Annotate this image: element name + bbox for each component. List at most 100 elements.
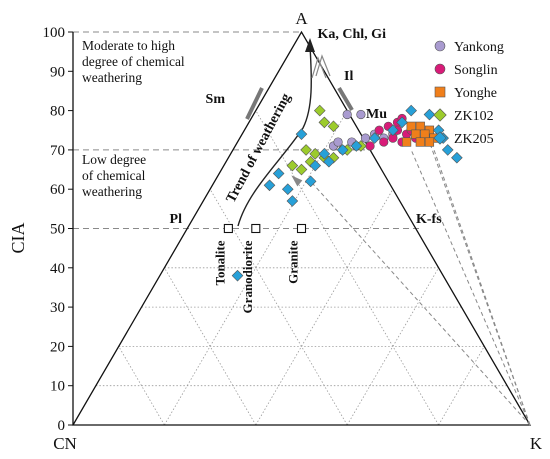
grid-line xyxy=(255,110,439,426)
grid-line xyxy=(164,267,257,426)
legend-label: Yonghe xyxy=(454,86,497,101)
data-point xyxy=(300,144,312,156)
data-point xyxy=(433,131,447,145)
data-point xyxy=(441,144,454,156)
data-point xyxy=(342,109,352,120)
data-point xyxy=(420,129,430,139)
grid-line xyxy=(438,346,485,426)
data-point xyxy=(433,108,447,122)
data-point xyxy=(231,269,244,282)
y-tick-label: 0 xyxy=(58,418,66,434)
data-point xyxy=(411,129,421,139)
rock-marker xyxy=(296,223,307,234)
sm-bar xyxy=(245,87,264,120)
vertex-mineral-label: Ka, Chl, Gi xyxy=(318,27,387,42)
data-point xyxy=(434,40,446,52)
data-point xyxy=(309,148,322,160)
data-point xyxy=(327,120,340,133)
tick-layer: 0 10 20 30 40 50 60 70 80 90 100 xyxy=(43,25,73,434)
zone-high-line-2: degree of chemical xyxy=(82,54,185,69)
data-point xyxy=(379,137,389,147)
data-point xyxy=(434,86,446,98)
data-point xyxy=(336,144,349,156)
data-point xyxy=(402,137,412,147)
data-point xyxy=(365,141,375,151)
data-point xyxy=(295,128,308,140)
y-tick-label: 20 xyxy=(50,339,65,355)
data-point xyxy=(424,137,435,147)
zone-low-line-3: weathering xyxy=(82,184,142,199)
zone-high-line-1: Moderate to high xyxy=(82,38,175,53)
data-point xyxy=(434,63,446,75)
data-point xyxy=(423,108,436,121)
trend-arrow xyxy=(237,45,312,227)
k-dashed-line xyxy=(410,149,531,426)
data-point xyxy=(451,151,463,164)
mineral-label-mu: Mu xyxy=(366,107,387,122)
y-tick-label: 60 xyxy=(50,182,65,198)
legend: Yankong Songlin Yonghe ZK102 ZK205 xyxy=(433,40,504,147)
k-dashed-arrow-head xyxy=(291,175,303,187)
k-dashed-line xyxy=(428,141,531,426)
data-point xyxy=(350,140,363,152)
legend-label: ZK205 xyxy=(454,132,494,147)
zone-low-line-2: of chemical xyxy=(82,168,146,183)
data-point xyxy=(405,104,417,117)
k-dashed-line xyxy=(310,181,531,426)
y-tick-label: 100 xyxy=(43,25,66,41)
point-layer xyxy=(231,104,463,282)
grid-line xyxy=(346,267,439,426)
data-point xyxy=(318,116,331,129)
data-point xyxy=(286,195,299,207)
ternary-triangle xyxy=(71,30,532,426)
data-point xyxy=(387,124,399,137)
data-point xyxy=(263,179,276,192)
il-mu-bar xyxy=(337,86,354,112)
grid-line xyxy=(164,110,348,426)
data-point xyxy=(304,175,317,188)
data-point xyxy=(333,137,343,147)
mineral-label-il: Il xyxy=(344,69,353,84)
data-point xyxy=(360,133,371,143)
mineral-label-sm: Sm xyxy=(206,92,226,107)
gray-arrow xyxy=(311,56,327,79)
data-point xyxy=(295,163,308,176)
legend-label: Songlin xyxy=(454,63,498,78)
y-axis-label: CIA xyxy=(8,223,28,254)
corner-label-left: CN xyxy=(53,434,77,453)
rock-layer: Tonalite Granodiorite Granite xyxy=(212,223,307,313)
legend-label: Yankong xyxy=(454,40,504,55)
overlay-layer xyxy=(237,38,531,426)
y-tick-label: 10 xyxy=(50,379,65,395)
rock-marker xyxy=(223,223,233,234)
data-point xyxy=(318,148,331,160)
data-point xyxy=(323,155,335,168)
zone-low-line-1: Low degree xyxy=(82,152,146,167)
corner-label-right: K xyxy=(530,434,543,453)
grid-line xyxy=(118,346,165,426)
rock-label: Granite xyxy=(286,240,301,284)
trend-arrow-head xyxy=(305,38,315,52)
legend-label: ZK102 xyxy=(454,109,494,124)
data-point xyxy=(281,183,294,195)
rock-label: Tonalite xyxy=(212,240,227,285)
rock-label: Granodiorite xyxy=(240,240,255,313)
y-tick-label: 30 xyxy=(50,300,65,316)
data-point xyxy=(368,132,381,144)
y-tick-label: 80 xyxy=(50,104,65,120)
mineral-label-kfs: K-fs xyxy=(416,212,442,227)
data-point xyxy=(309,159,322,172)
data-point xyxy=(415,121,425,131)
y-tick-label: 90 xyxy=(50,64,65,80)
data-point xyxy=(272,167,285,180)
gray-arrow xyxy=(315,54,331,77)
y-tick-label: 70 xyxy=(50,143,65,159)
y-tick-label: 40 xyxy=(50,261,65,277)
data-point xyxy=(415,137,425,147)
zone-high-line-3: weathering xyxy=(82,70,142,85)
data-point xyxy=(406,121,416,131)
data-point xyxy=(356,109,366,120)
rock-marker xyxy=(251,223,261,234)
y-tick-label: 50 xyxy=(50,222,65,238)
